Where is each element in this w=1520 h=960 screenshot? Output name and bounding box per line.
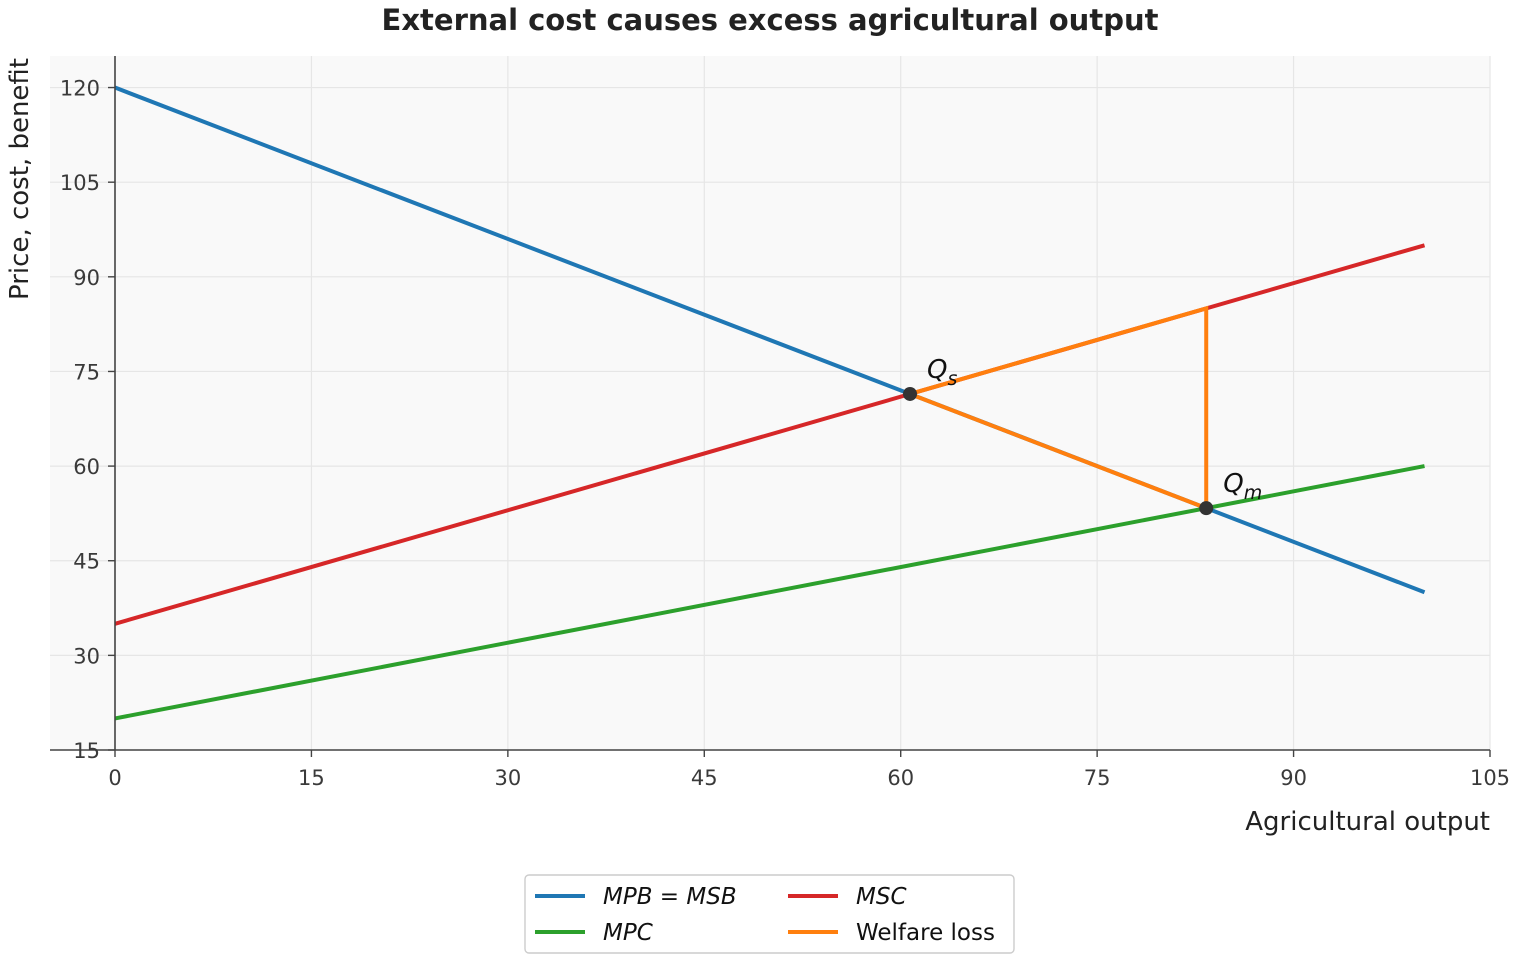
- series-welfare-loss-line: [909, 305, 1209, 512]
- plot-area: [50, 56, 1490, 750]
- ticks: 0 15 30 45 60 75 90 105 15 30 45 60 75 90 105 120: [60, 77, 1510, 790]
- axes: [50, 56, 1490, 751]
- x-tick-label: 30: [494, 766, 521, 790]
- y-tick-label: 60: [73, 455, 100, 479]
- chart-title: External cost causes excess agricultural…: [382, 3, 1159, 37]
- legend-label: Welfare loss: [856, 920, 995, 946]
- equilibrium-point-qm: [1199, 501, 1214, 516]
- equilibrium-point-qs: [903, 386, 918, 401]
- y-tick-label: 90: [73, 266, 100, 290]
- x-tick-label: 90: [1280, 766, 1307, 790]
- legend-label: MSC: [856, 884, 907, 910]
- y-axis-label: Price, cost, benefit: [5, 58, 35, 300]
- x-tick-label: 75: [1084, 766, 1111, 790]
- y-tick-label: 120: [60, 77, 100, 101]
- x-tick-label: 60: [887, 766, 914, 790]
- legend: MPB = MSB MPC MSC Welfare loss: [524, 874, 1015, 954]
- x-tick-label: 0: [108, 766, 121, 790]
- legend-box: [524, 874, 1015, 954]
- x-tick-label: 105: [1470, 766, 1510, 790]
- legend-label: MPC: [603, 920, 653, 946]
- x-tick-label: 45: [691, 766, 718, 790]
- y-tick-label: 105: [60, 171, 100, 195]
- legend-label: MPB = MSB: [603, 884, 737, 910]
- grid: [50, 56, 1491, 751]
- y-tick-label: 30: [73, 644, 100, 668]
- y-tick-label: 45: [73, 550, 100, 574]
- x-axis-label: Agricultural output: [1245, 807, 1490, 837]
- y-tick-label: 75: [73, 360, 100, 384]
- y-tick-label: 15: [73, 739, 100, 763]
- x-tick-label: 15: [298, 766, 325, 790]
